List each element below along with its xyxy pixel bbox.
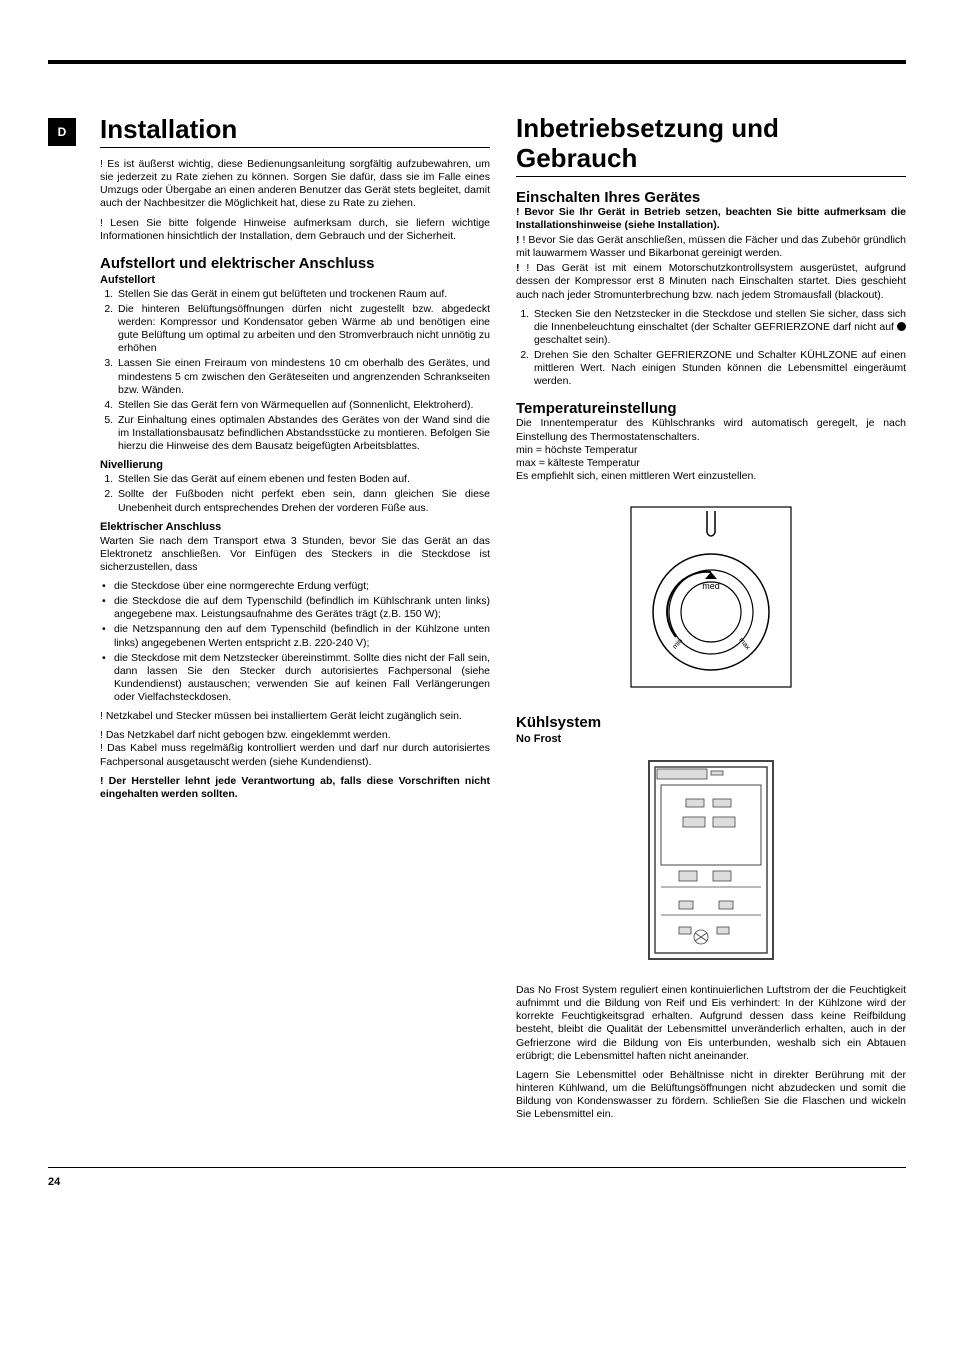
svg-text:min: min xyxy=(672,637,685,650)
temp-p3: max = kälteste Temperatur xyxy=(516,457,906,470)
subheading-aufstellort: Aufstellort xyxy=(100,274,490,286)
list-item: Lassen Sie einen Freiraum von mindestens… xyxy=(116,357,490,396)
warning-4: ! Der Hersteller lehnt jede Verantwortun… xyxy=(100,775,490,801)
heading-inbetrieb: Inbetriebsetzung und Gebrauch xyxy=(516,114,906,177)
temp-p1: Die Innentemperatur des Kühlschranks wir… xyxy=(516,417,906,443)
heading-installation: Installation xyxy=(100,114,490,148)
elektrisch-list: die Steckdose über eine normgerechte Erd… xyxy=(100,580,490,704)
svg-text:max: max xyxy=(737,637,751,652)
warning-1: ! Netzkabel und Stecker müssen bei insta… xyxy=(100,710,490,723)
heading-kuhlsystem: Kühlsystem xyxy=(516,714,906,731)
subheading-elektrisch: Elektrischer Anschluss xyxy=(100,521,490,533)
temp-p4: Es empfiehlt sich, einen mittleren Wert … xyxy=(516,470,906,483)
page-number: 24 xyxy=(48,1176,60,1188)
text: ! Bevor Sie das Gerät anschließen, müsse… xyxy=(516,234,906,259)
warning-2: ! Das Netzkabel darf nicht gebogen bzw. … xyxy=(100,729,490,742)
content-columns: Installation ! Es ist äußerst wichtig, d… xyxy=(100,114,906,1127)
subheading-nivellierung: Nivellierung xyxy=(100,459,490,471)
aufstellort-list: Stellen Sie das Gerät in einem gut belüf… xyxy=(100,288,490,454)
list-item: Stellen Sie das Gerät auf einem ebenen u… xyxy=(116,473,490,486)
list-item: die Steckdose über eine normgerechte Erd… xyxy=(100,580,490,593)
list-item: die Netzspannung den auf dem Typenschild… xyxy=(100,623,490,649)
list-item: Drehen Sie den Schalter GEFRIERZONE und … xyxy=(532,349,906,388)
heading-aufstellort-anschluss: Aufstellort und elektrischer Anschluss xyxy=(100,255,490,272)
nofrost-p2: Lagern Sie Lebensmittel oder Behältnisse… xyxy=(516,1069,906,1122)
thermostat-dial-icon: med min max xyxy=(621,497,801,697)
einschalten-bold: ! Bevor Sie Ihr Gerät in Betrieb setzen,… xyxy=(516,206,906,232)
dot-icon xyxy=(897,322,906,331)
list-item: die Steckdose die auf dem Typenschild (b… xyxy=(100,595,490,621)
nofrost-figure xyxy=(516,755,906,970)
list-item: Sollte der Fußboden nicht perfekt eben s… xyxy=(116,488,490,514)
intro-para-1: ! Es ist äußerst wichtig, diese Bedienun… xyxy=(100,158,490,211)
temp-p2: min = höchste Temperatur xyxy=(516,444,906,457)
language-tab: D xyxy=(48,118,76,146)
list-item: Zur Einhaltung eines optimalen Abstandes… xyxy=(116,414,490,453)
intro-para-2: ! Lesen Sie bitte folgende Hinweise aufm… xyxy=(100,217,490,243)
text: ! Das Gerät ist mit einem Motorschutzkon… xyxy=(516,262,906,300)
top-rule xyxy=(48,60,906,64)
fridge-icon xyxy=(631,755,791,965)
subheading-nofrost: No Frost xyxy=(516,733,906,745)
page-columns: D Installation ! Es ist äußerst wichtig,… xyxy=(48,114,906,1127)
list-item: die Steckdose mit dem Netzstecker überei… xyxy=(100,652,490,705)
right-column: Inbetriebsetzung und Gebrauch Einschalte… xyxy=(516,114,906,1127)
text: Stecken Sie den Netzstecker in die Steck… xyxy=(534,308,906,333)
list-item: Stellen Sie das Gerät fern von Wärmequel… xyxy=(116,399,490,412)
warning-3: ! Das Kabel muss regelmäßig kontrolliert… xyxy=(100,742,490,768)
page-footer: 24 xyxy=(48,1167,906,1190)
nofrost-p1: Das No Frost System reguliert einen kont… xyxy=(516,984,906,1063)
einschalten-list: Stecken Sie den Netzstecker in die Steck… xyxy=(516,308,906,389)
left-column: Installation ! Es ist äußerst wichtig, d… xyxy=(100,114,490,1127)
list-item: Stellen Sie das Gerät in einem gut belüf… xyxy=(116,288,490,301)
einschalten-p2: ! ! Das Gerät ist mit einem Motorschutzk… xyxy=(516,262,906,301)
list-item: Die hinteren Belüftungsöffnungen dürfen … xyxy=(116,303,490,356)
heading-einschalten: Einschalten Ihres Gerätes xyxy=(516,189,906,206)
svg-text:med: med xyxy=(702,581,720,591)
nivellierung-list: Stellen Sie das Gerät auf einem ebenen u… xyxy=(100,473,490,514)
heading-temperatur: Temperatureinstellung xyxy=(516,400,906,417)
elektrisch-para: Warten Sie nach dem Transport etwa 3 Stu… xyxy=(100,535,490,574)
text: geschaltet sein). xyxy=(534,334,610,346)
list-item: Stecken Sie den Netzstecker in die Steck… xyxy=(532,308,906,347)
dial-figure: med min max xyxy=(516,497,906,702)
left-gutter: D xyxy=(48,114,76,1127)
einschalten-p1: ! ! Bevor Sie das Gerät anschließen, müs… xyxy=(516,234,906,260)
